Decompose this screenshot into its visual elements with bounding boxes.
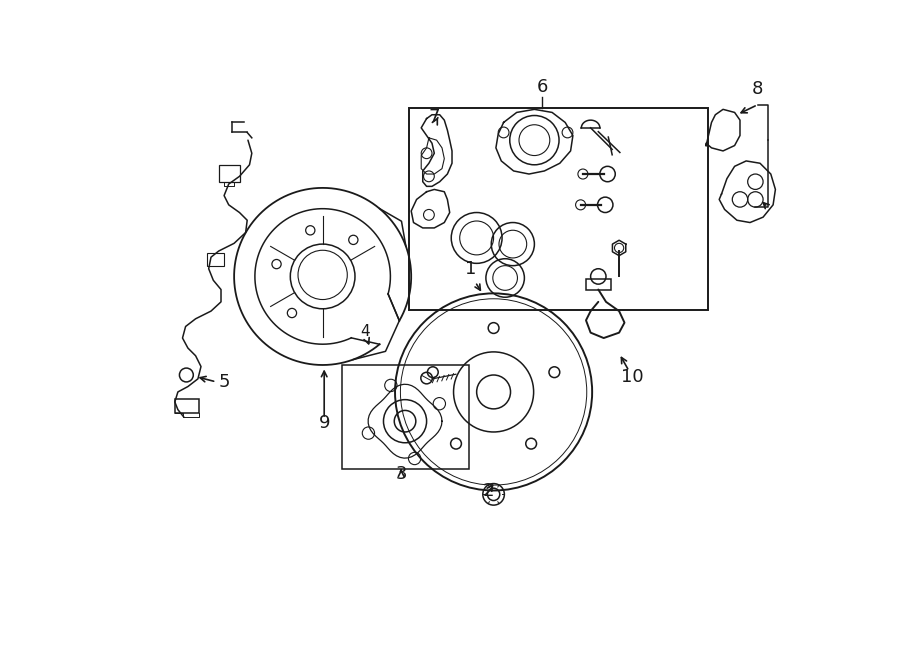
Bar bbox=[342, 365, 469, 469]
Text: 10: 10 bbox=[621, 368, 644, 386]
Text: 6: 6 bbox=[536, 77, 548, 96]
Text: 8: 8 bbox=[752, 80, 763, 98]
Bar bbox=[207, 253, 224, 266]
Bar bbox=[175, 399, 200, 412]
Bar bbox=[409, 108, 707, 309]
Text: 3: 3 bbox=[395, 465, 407, 483]
Bar bbox=[586, 279, 610, 290]
Text: 9: 9 bbox=[319, 414, 330, 432]
Text: 1: 1 bbox=[464, 260, 476, 278]
Text: 2: 2 bbox=[482, 482, 494, 500]
Bar bbox=[219, 165, 240, 182]
Text: 5: 5 bbox=[219, 373, 230, 391]
Text: 7: 7 bbox=[428, 108, 440, 126]
Text: 4: 4 bbox=[360, 324, 370, 338]
